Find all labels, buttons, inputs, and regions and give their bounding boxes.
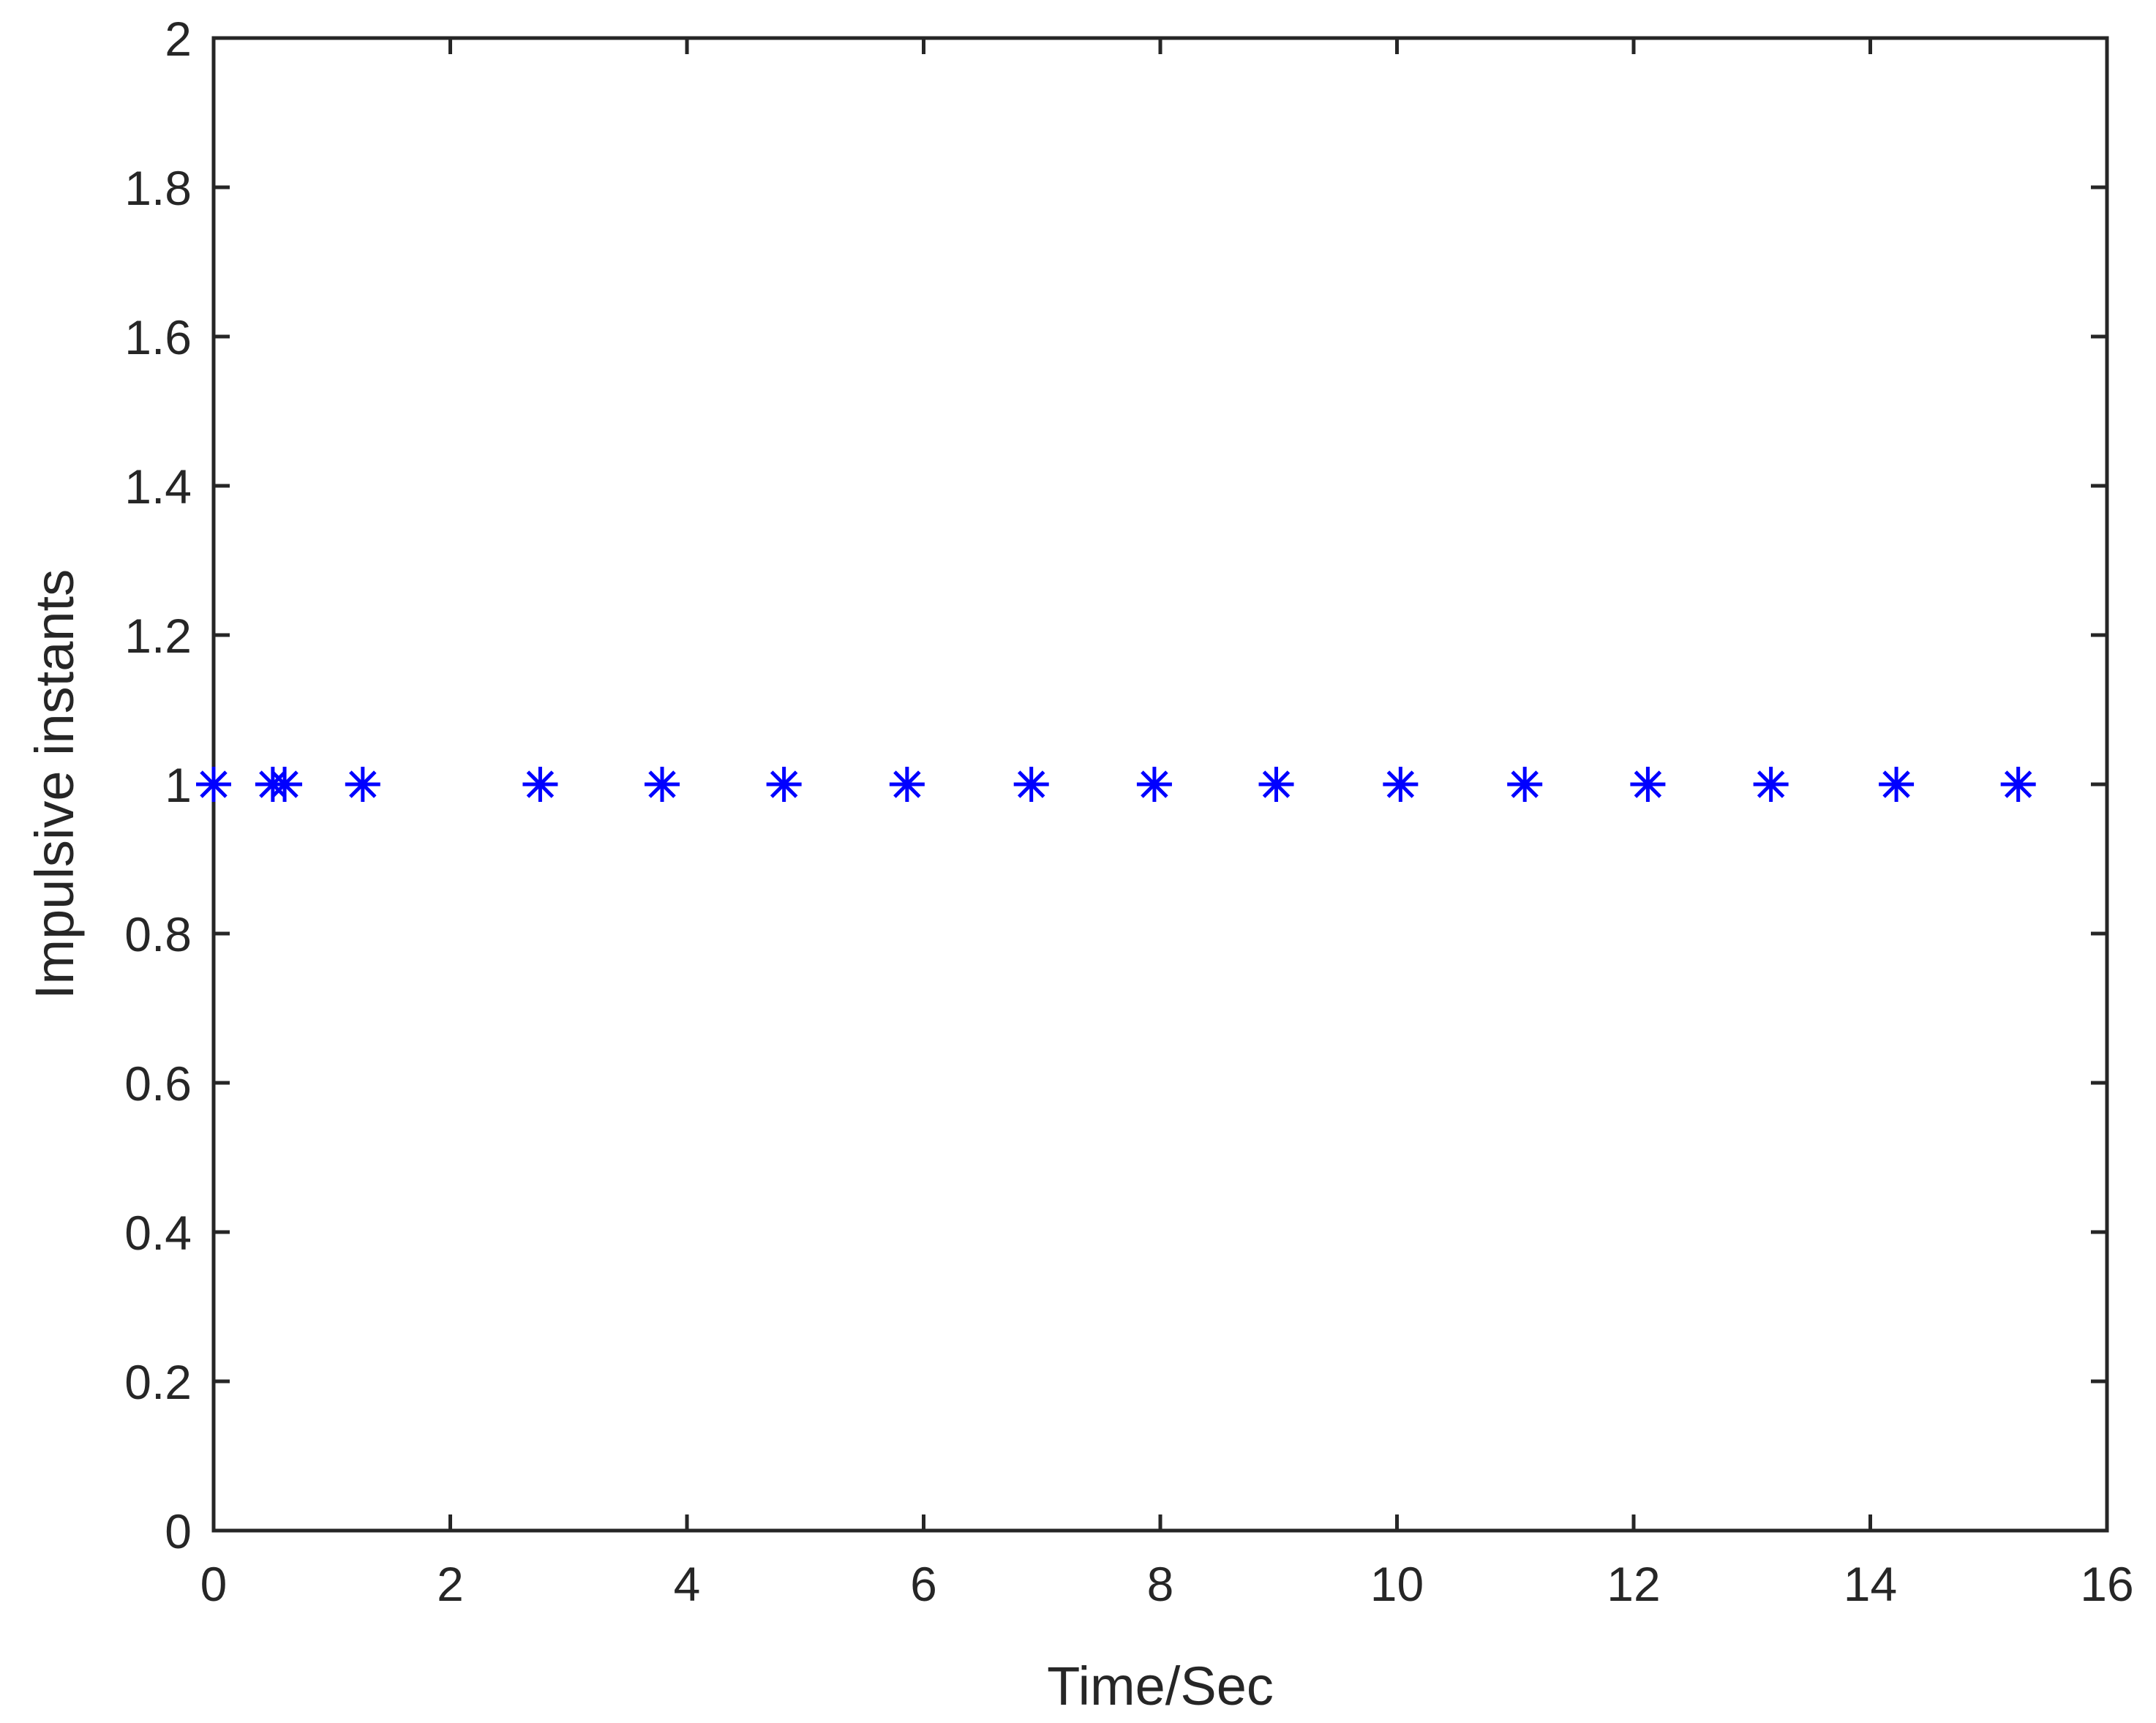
y-tick-label: 1.2 xyxy=(124,609,192,663)
data-point-marker xyxy=(1507,767,1543,802)
y-tick-label: 2 xyxy=(165,12,192,66)
x-tick-label: 10 xyxy=(1370,1557,1424,1611)
data-point-marker xyxy=(1630,767,1666,802)
data-point-marker xyxy=(889,767,925,802)
y-axis-label: Impulsive instants xyxy=(24,569,85,999)
data-point-marker xyxy=(1258,767,1294,802)
y-tick-label: 1 xyxy=(165,758,192,812)
data-point-marker xyxy=(522,767,558,802)
x-tick-label: 6 xyxy=(910,1557,937,1611)
data-point-marker xyxy=(1879,767,1915,802)
data-point-marker xyxy=(2000,767,2036,802)
y-tick-label: 1.4 xyxy=(124,459,192,514)
y-tick-label: 1.8 xyxy=(124,161,192,215)
data-point-marker xyxy=(1753,767,1789,802)
data-point-marker xyxy=(1013,767,1049,802)
data-point-marker xyxy=(1136,767,1172,802)
data-point-marker xyxy=(766,767,802,802)
y-tick-label: 0 xyxy=(165,1504,192,1558)
y-tick-labels: 0 0.2 0.4 0.6 0.8 1 1.2 1.4 1.6 1.8 2 xyxy=(124,12,192,1558)
x-tick-label: 8 xyxy=(1147,1557,1174,1611)
x-tick-label: 4 xyxy=(674,1557,701,1611)
y-tick-label: 0.8 xyxy=(124,907,192,961)
x-tick-label: 14 xyxy=(1844,1557,1897,1611)
data-point-marker xyxy=(267,767,303,802)
data-point-marker xyxy=(645,767,680,802)
x-tick-label: 2 xyxy=(437,1557,464,1611)
x-tick-label: 0 xyxy=(200,1557,228,1611)
x-tick-labels: 0 2 4 6 8 10 12 14 16 xyxy=(200,1557,2134,1611)
y-tick-label: 0.4 xyxy=(124,1206,192,1260)
data-markers xyxy=(196,767,2036,802)
y-tick-label: 1.6 xyxy=(124,310,192,364)
x-axis-label: Time/Sec xyxy=(1047,1656,1274,1716)
y-tick-label: 0.2 xyxy=(124,1355,192,1409)
data-point-marker xyxy=(1383,767,1419,802)
tick-marks xyxy=(211,36,2109,1533)
x-tick-label: 12 xyxy=(1607,1557,1660,1611)
data-point-marker xyxy=(196,767,231,802)
y-tick-label: 0.6 xyxy=(124,1056,192,1111)
x-tick-label: 16 xyxy=(2080,1557,2133,1611)
data-point-marker xyxy=(345,767,380,802)
